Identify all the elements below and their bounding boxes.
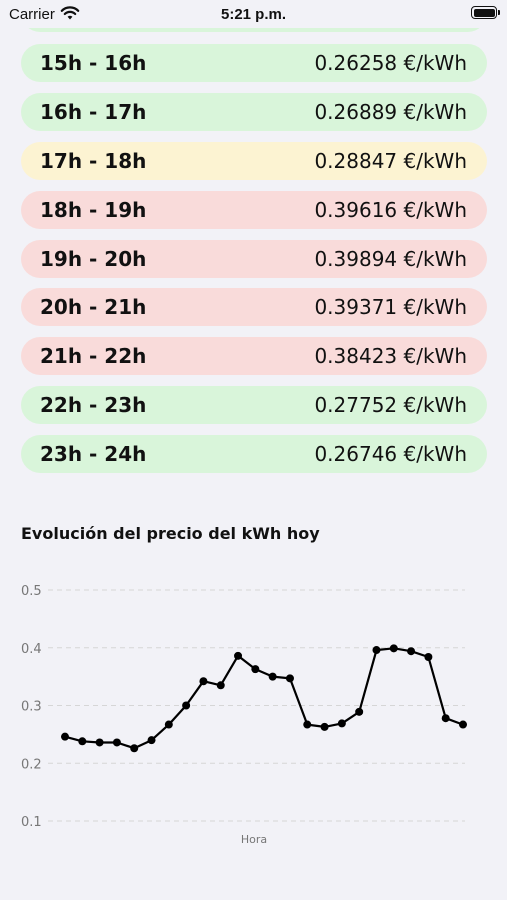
chart-y-tick-label: 0.1 (21, 815, 42, 830)
price-row-hour: 18h - 19h (40, 198, 147, 222)
chart-point (112, 738, 121, 747)
chart-point (147, 736, 156, 745)
chart-point (459, 720, 467, 729)
price-row-hour: 22h - 23h (40, 393, 147, 417)
price-row: 22h - 23h 0.27752 €/kWh (21, 386, 487, 424)
chart-point (251, 665, 260, 674)
price-row: 17h - 18h 0.28847 €/kWh (21, 142, 487, 180)
price-row: 23h - 24h 0.26746 €/kWh (21, 435, 487, 473)
chart-y-ticks: 0.5 0.4 0.3 0.2 0.1 (21, 584, 42, 830)
price-row-value: 0.26258 €/kWh (314, 51, 467, 75)
price-row-value: 0.26889 €/kWh (314, 100, 467, 124)
chart-y-tick-label: 0.5 (21, 584, 42, 599)
chart-y-tick-label: 0.4 (21, 642, 42, 657)
chart-point (303, 720, 312, 729)
chart-point (337, 719, 346, 728)
chart-series-line (64, 647, 464, 750)
chart-point (95, 738, 104, 747)
chart-point (216, 681, 225, 690)
chart-point (164, 720, 173, 729)
price-row-value: 0.38423 €/kWh (314, 344, 467, 368)
price-row-value: 0.28847 €/kWh (314, 149, 467, 173)
chart-point (61, 732, 69, 741)
price-row: 15h - 16h 0.26258 €/kWh (21, 44, 487, 82)
price-chart: 0.5 0.4 0.3 0.2 0.1 Hora (21, 584, 467, 846)
price-row-value: 0.39371 €/kWh (314, 295, 467, 319)
clock: 5:21 p.m. (220, 6, 287, 23)
chart-x-axis-label: Hora (241, 833, 267, 846)
chart-point (199, 677, 208, 686)
price-row-hour: 16h - 17h (40, 100, 147, 124)
chart-title: Evolución del precio del kWh hoy (21, 524, 320, 543)
price-row-hour: 17h - 18h (40, 149, 147, 173)
chart-point (441, 714, 450, 723)
chart-points (61, 644, 467, 753)
price-row: 16h - 17h 0.26889 €/kWh (21, 93, 487, 131)
chart-point (78, 737, 87, 746)
price-row-value: 0.39894 €/kWh (314, 247, 467, 271)
chart-y-tick-label: 0.3 (21, 700, 42, 715)
chart-point (320, 722, 329, 731)
chart-point (424, 652, 433, 661)
price-row: 19h - 20h 0.39894 €/kWh (21, 240, 487, 278)
chart-point (389, 644, 398, 653)
chart-point (285, 674, 294, 683)
price-row-hour: 20h - 21h (40, 295, 147, 319)
price-row-value: 0.39616 €/kWh (314, 198, 467, 222)
chart-point (372, 646, 381, 655)
chart-point (268, 672, 277, 681)
chart-point (182, 701, 191, 710)
wifi-icon (60, 6, 80, 20)
price-row: 21h - 22h 0.38423 €/kWh (21, 337, 487, 375)
status-bar: Carrier 5:21 p.m. (0, 0, 507, 28)
price-row: 20h - 21h 0.39371 €/kWh (21, 288, 487, 326)
price-row: 18h - 19h 0.39616 €/kWh (21, 191, 487, 229)
price-row-hour: 15h - 16h (40, 51, 147, 75)
price-row-hour: 19h - 20h (40, 247, 147, 271)
chart-point (407, 647, 416, 656)
chart-point (130, 744, 139, 753)
carrier-label: Carrier (9, 6, 55, 23)
chart-grid (48, 589, 465, 822)
price-row-hour: 23h - 24h (40, 442, 147, 466)
price-row-value: 0.26746 €/kWh (314, 442, 467, 466)
chart-point (355, 707, 364, 716)
chart-point (234, 651, 243, 660)
price-row-value: 0.27752 €/kWh (314, 393, 467, 417)
price-row-hour: 21h - 22h (40, 344, 147, 368)
chart-y-tick-label: 0.2 (21, 757, 42, 772)
battery-icon (471, 6, 500, 19)
